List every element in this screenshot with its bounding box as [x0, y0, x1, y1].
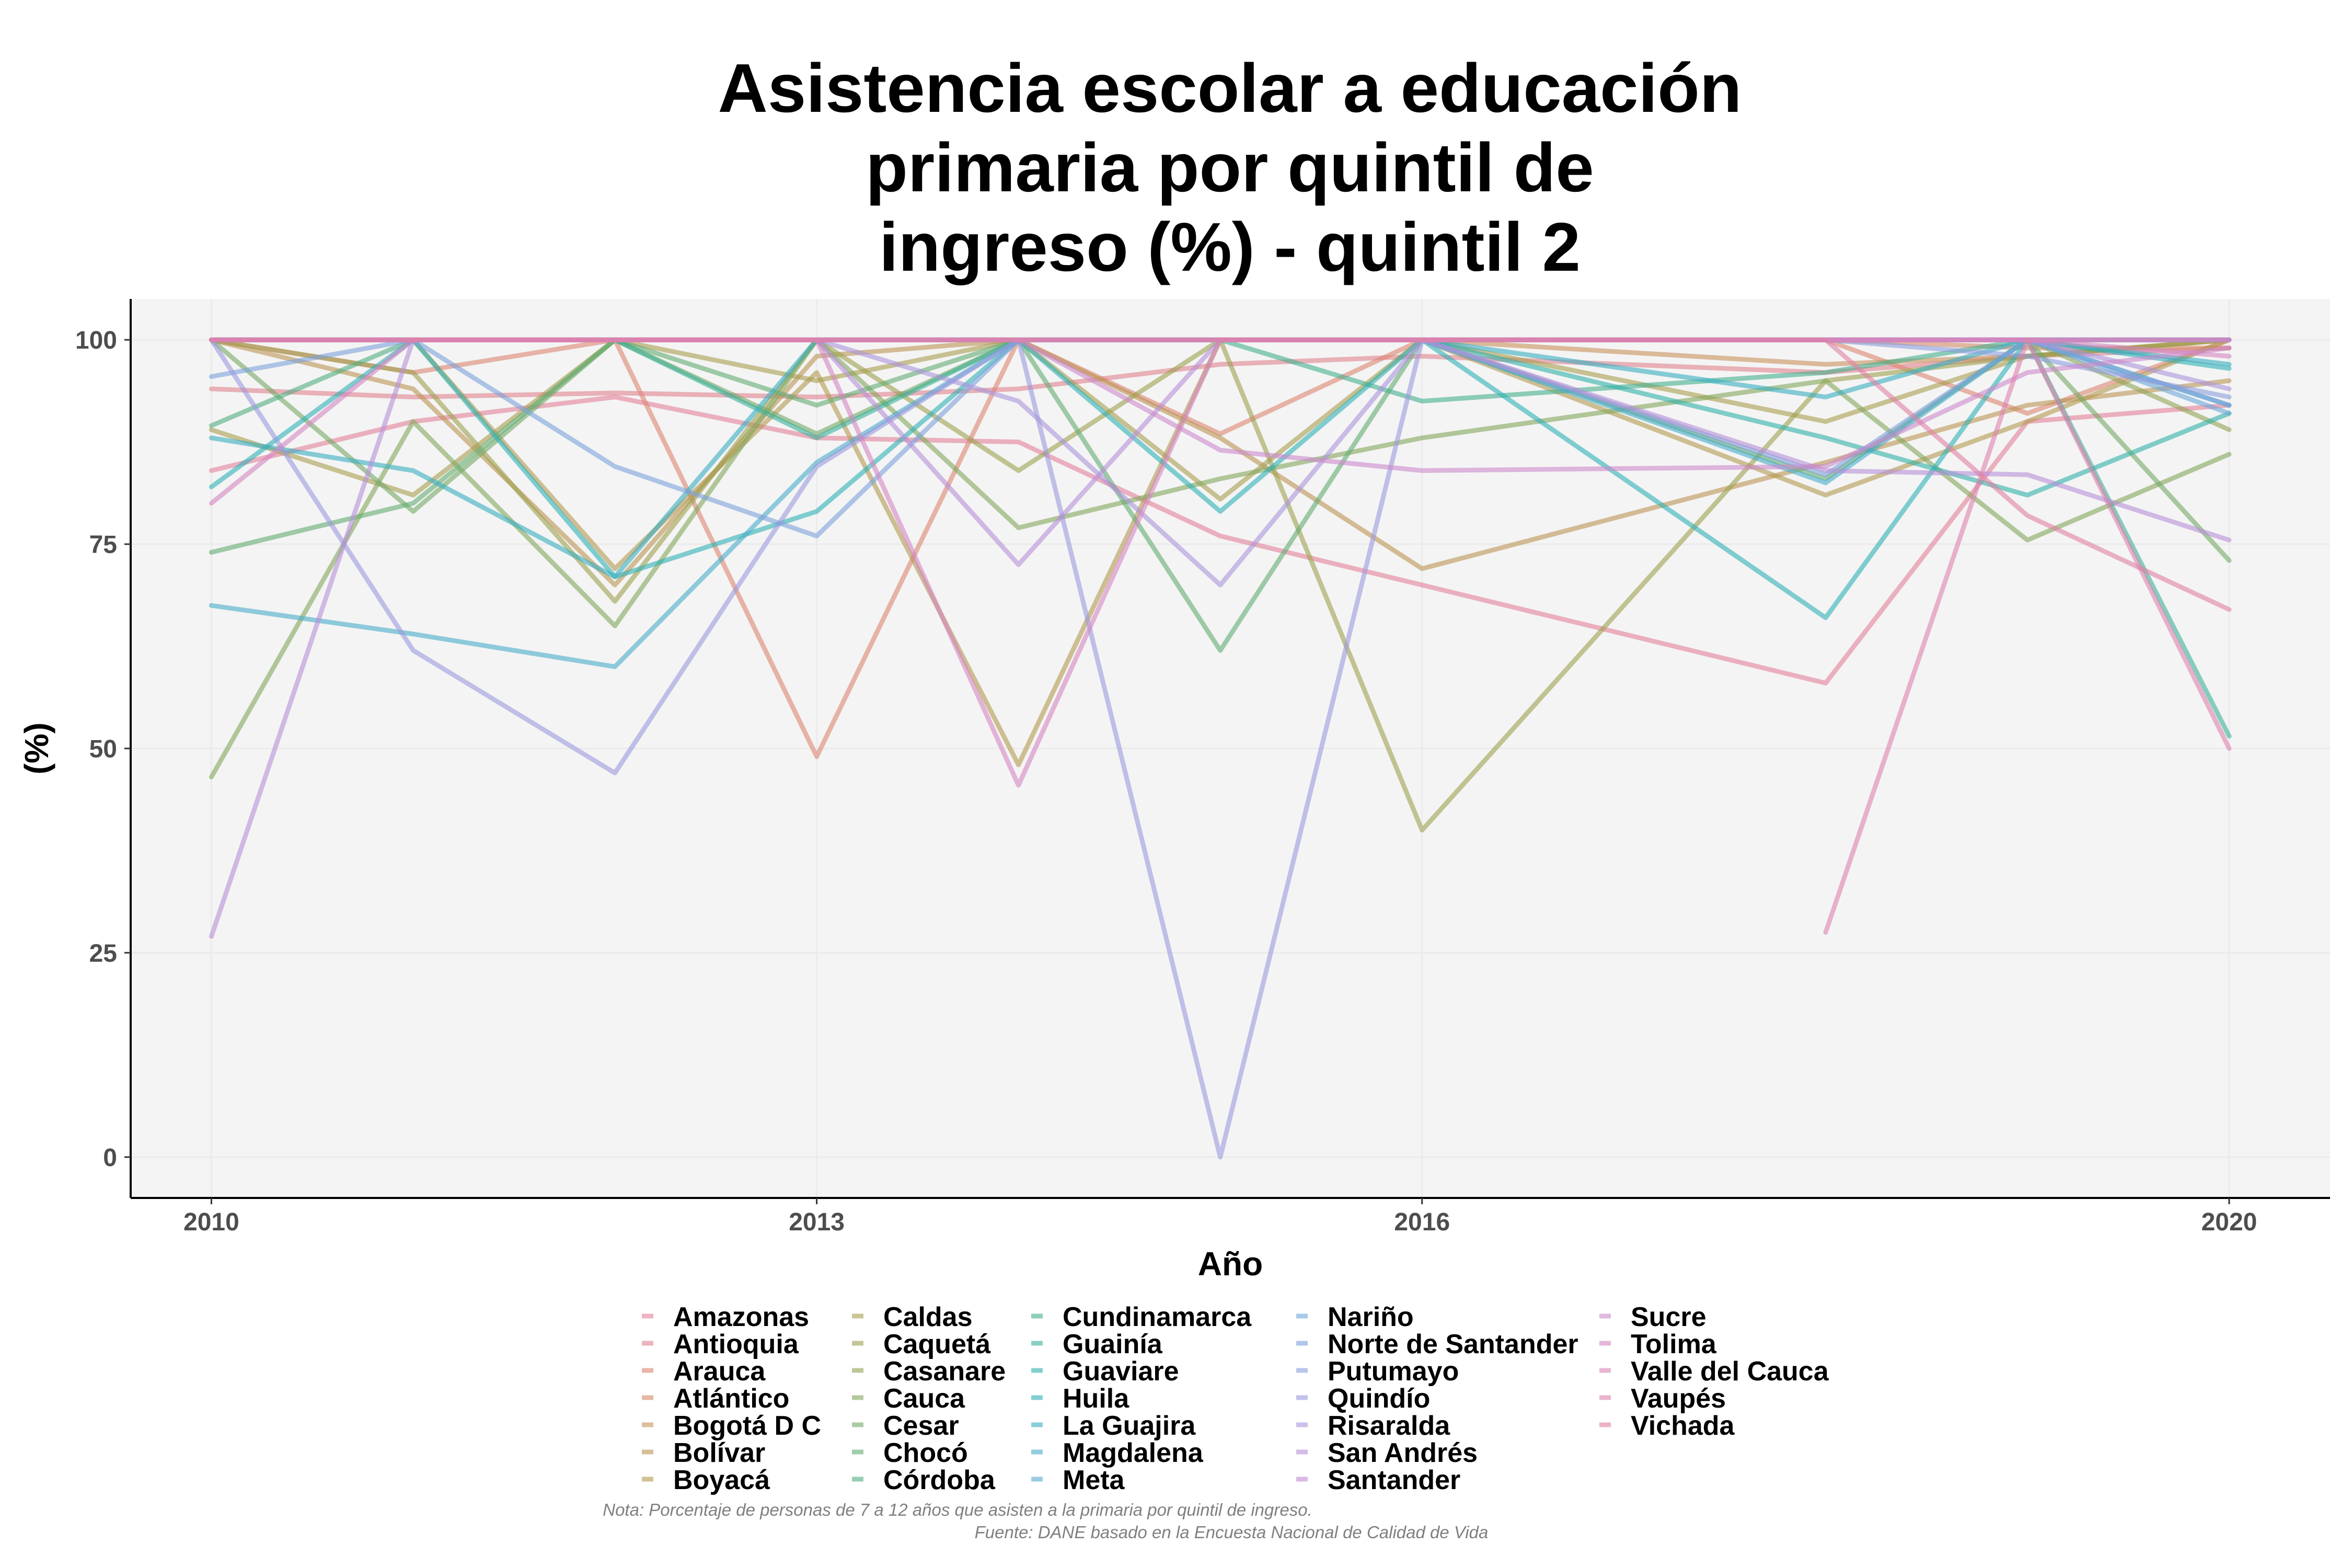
legend-item-sucre: Sucre — [1599, 1302, 1707, 1332]
legend-item-putumayo: Putumayo — [1296, 1356, 1459, 1387]
y-tick-label-25: 25 — [89, 940, 117, 967]
series-line-caldas — [209, 337, 2232, 502]
legend-label-bolivar: Bolívar — [673, 1438, 765, 1468]
y-tick-labels: 0 25 50 75 100 — [75, 327, 131, 1172]
legend-item-caldas: Caldas — [852, 1302, 973, 1332]
legend-label-sucre: Sucre — [1631, 1302, 1707, 1332]
series-line-amazonas — [209, 395, 2232, 686]
legend-label-casanare: Casanare — [883, 1356, 1006, 1387]
chart-title-line-2: primaria por quintil de — [866, 129, 1594, 206]
legend-item-cesar: Cesar — [852, 1411, 959, 1441]
legend-label-vaupes: Vaupés — [1631, 1383, 1726, 1414]
series-line-huila — [209, 337, 2232, 620]
legend-item-arauca: Arauca — [642, 1356, 766, 1387]
legend-item-narino: Nariño — [1296, 1302, 1414, 1332]
caption-note: Nota: Porcentaje de personas de 7 a 12 a… — [603, 1500, 1312, 1519]
legend-item-magdalena: Magdalena — [1031, 1438, 1204, 1468]
y-tick-label-0: 0 — [103, 1144, 117, 1172]
series-lines — [209, 337, 2232, 1160]
series-line-vaupes — [1823, 337, 2232, 935]
legend-label-vichada: Vichada — [1631, 1411, 1735, 1441]
legend-item-quindio: Quindío — [1296, 1383, 1430, 1414]
legend-item-guainia: Guainía — [1031, 1329, 1163, 1359]
legend-label-guainia: Guainía — [1063, 1329, 1163, 1359]
legend-item-la-guajira: La Guajira — [1031, 1411, 1196, 1441]
legend-label-amazonas: Amazonas — [673, 1302, 809, 1332]
legend-label-caldas: Caldas — [883, 1302, 973, 1332]
legend-label-huila: Huila — [1063, 1383, 1129, 1414]
series-line-vichada — [209, 337, 2232, 612]
x-axis-title: Año — [1198, 1245, 1263, 1283]
legend-item-amazonas: Amazonas — [642, 1302, 809, 1332]
legend-label-santander: Santander — [1328, 1465, 1460, 1495]
legend-item-san-andres: San Andrés — [1296, 1438, 1478, 1468]
y-tick-label-100: 100 — [75, 327, 117, 354]
legend-label-antioquia: Antioquia — [673, 1329, 799, 1359]
legend-item-huila: Huila — [1031, 1383, 1129, 1414]
legend-item-risaralda: Risaralda — [1296, 1411, 1450, 1441]
legend-label-choco: Chocó — [883, 1438, 968, 1468]
legend-label-risaralda: Risaralda — [1328, 1411, 1450, 1441]
legend-item-guaviare: Guaviare — [1031, 1356, 1179, 1387]
legend-label-putumayo: Putumayo — [1328, 1356, 1459, 1387]
legend-item-cauca: Cauca — [852, 1383, 965, 1414]
legend-label-norte-de-santander: Norte de Santander — [1328, 1329, 1578, 1359]
chart-title: Asistencia escolar a educación primaria … — [718, 50, 1742, 285]
legend-item-vichada: Vichada — [1599, 1411, 1735, 1441]
legend-label-atlantico: Atlántico — [673, 1383, 789, 1414]
x-tick-label-2016: 2016 — [1394, 1208, 1450, 1236]
legend-label-tolima: Tolima — [1631, 1329, 1717, 1359]
legend-label-cauca: Cauca — [883, 1383, 965, 1414]
legend-label-guaviare: Guaviare — [1063, 1356, 1179, 1387]
legend-item-casanare: Casanare — [852, 1356, 1006, 1387]
series-line-antioquia — [209, 345, 2232, 400]
caption: Nota: Porcentaje de personas de 7 a 12 a… — [603, 1500, 1488, 1542]
caption-source: Fuente: DANE basado en la Encuesta Nacio… — [975, 1523, 1489, 1542]
grid-lines — [131, 299, 2330, 1198]
legend-item-santander: Santander — [1296, 1465, 1460, 1495]
chart-title-line-3: ingreso (%) - quintil 2 — [879, 209, 1581, 285]
legend-label-bogota-d-c: Bogotá D C — [673, 1411, 821, 1441]
chart-title-line-1: Asistencia escolar a educación — [718, 50, 1742, 126]
x-tick-label-2020: 2020 — [2201, 1208, 2257, 1236]
legend-item-bolivar: Bolívar — [642, 1438, 765, 1468]
legend-label-quindio: Quindío — [1328, 1383, 1430, 1414]
x-tick-label-2013: 2013 — [789, 1208, 845, 1236]
legend-item-tolima: Tolima — [1599, 1329, 1717, 1359]
legend-label-san-andres: San Andrés — [1328, 1438, 1478, 1468]
legend-label-caqueta: Caquetá — [883, 1329, 991, 1359]
legend-item-vaupes: Vaupés — [1599, 1383, 1726, 1414]
legend-label-valle-del-cauca: Valle del Cauca — [1631, 1356, 1829, 1387]
legend-item-boyaca: Boyacá — [642, 1465, 770, 1495]
legend-label-arauca: Arauca — [673, 1356, 766, 1387]
legend-item-meta: Meta — [1031, 1465, 1125, 1495]
legend-label-la-guajira: La Guajira — [1063, 1411, 1196, 1441]
legend-item-norte-de-santander: Norte de Santander — [1296, 1329, 1578, 1359]
legend-label-narino: Nariño — [1328, 1302, 1414, 1332]
legend-label-cordoba: Córdoba — [883, 1465, 996, 1495]
legend-label-cundinamarca: Cundinamarca — [1063, 1302, 1252, 1332]
legend-label-meta: Meta — [1063, 1465, 1125, 1495]
legend-label-boyaca: Boyacá — [673, 1465, 770, 1495]
legend-item-bogota-d-c: Bogotá D C — [642, 1411, 821, 1441]
legend-label-cesar: Cesar — [883, 1411, 959, 1441]
legend-item-choco: Chocó — [852, 1438, 968, 1468]
x-tick-label-2010: 2010 — [183, 1208, 239, 1236]
y-tick-label-75: 75 — [89, 531, 117, 559]
legend-item-valle-del-cauca: Valle del Cauca — [1599, 1356, 1829, 1387]
x-tick-labels: 2010 2013 2016 2020 — [183, 1198, 2257, 1236]
legend-item-caqueta: Caquetá — [852, 1329, 991, 1359]
legend-item-cordoba: Córdoba — [852, 1465, 996, 1495]
legend-label-magdalena: Magdalena — [1063, 1438, 1204, 1468]
y-axis-title: (%) — [18, 722, 55, 775]
legend-item-cundinamarca: Cundinamarca — [1031, 1302, 1252, 1332]
y-tick-label-50: 50 — [89, 735, 117, 763]
legend-item-antioquia: Antioquia — [642, 1329, 799, 1359]
legend-item-atlantico: Atlántico — [642, 1383, 789, 1414]
